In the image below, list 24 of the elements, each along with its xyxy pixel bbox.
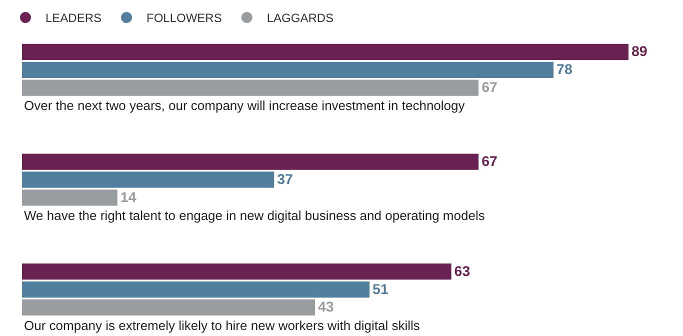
- bar: [22, 190, 118, 206]
- data-label: 14: [120, 190, 136, 206]
- bar: [22, 154, 479, 170]
- bar: [22, 264, 452, 280]
- data-label: 67: [482, 154, 498, 170]
- data-label: 51: [372, 282, 388, 298]
- data-label: 67: [482, 80, 498, 96]
- data-label: 43: [318, 300, 334, 316]
- bar: [22, 299, 316, 316]
- y-tick-label: We have the right talent to engage in new digital business and operating models: [24, 208, 486, 223]
- legend-label: FOLLOWERS: [146, 11, 222, 26]
- bar: [22, 44, 628, 60]
- data-label: 37: [277, 172, 294, 188]
- data-label: 89: [631, 44, 648, 60]
- y-tick-label: Our company is extremely likely to hire new workers with digital skills: [24, 318, 420, 333]
- bar: [22, 281, 370, 298]
- bar: [22, 62, 554, 78]
- bar: [22, 172, 274, 188]
- legend-label: LAGGARDS: [266, 11, 334, 26]
- y-tick-label: Over the next two years, our company will increase investment in technology: [24, 98, 466, 113]
- data-label: 63: [454, 264, 470, 280]
- legend-label: LEADERS: [45, 11, 102, 26]
- data-label: 78: [556, 62, 572, 78]
- bar: [22, 80, 479, 96]
